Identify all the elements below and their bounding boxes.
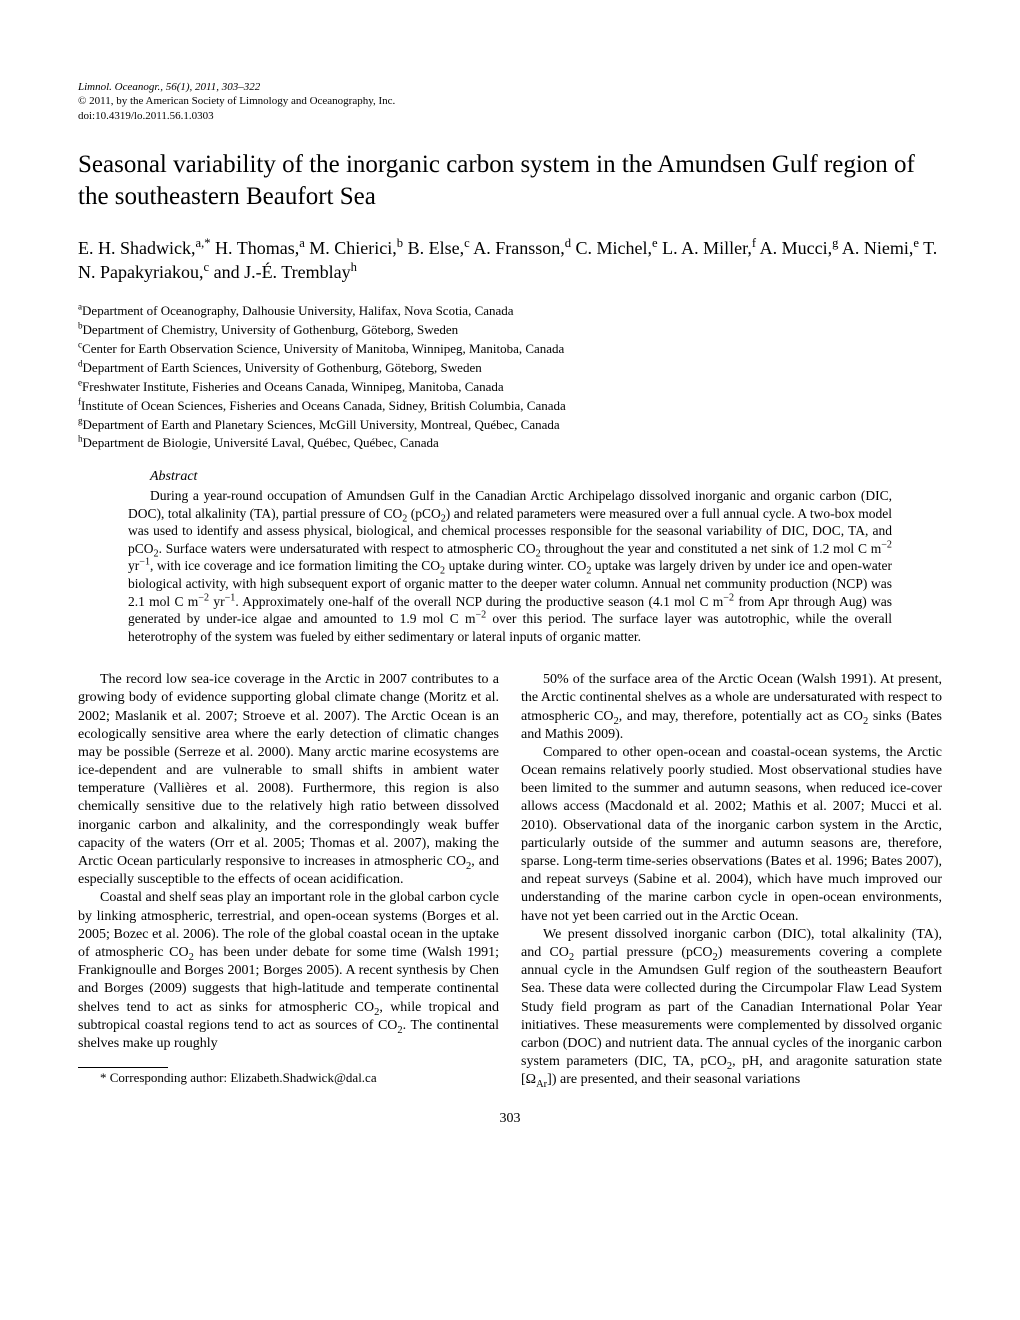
- affiliation: dDepartment of Earth Sciences, Universit…: [78, 359, 942, 378]
- affiliation: bDepartment of Chemistry, University of …: [78, 321, 942, 340]
- journal-citation: Limnol. Oceanogr., 56(1), 2011, 303–322: [78, 80, 942, 94]
- paper-title: Seasonal variability of the inorganic ca…: [78, 149, 942, 214]
- abstract-heading: Abstract: [128, 469, 892, 485]
- body-paragraph: Compared to other open-ocean and coastal…: [521, 744, 942, 926]
- author-list: E. H. Shadwick,a,* H. Thomas,a M. Chieri…: [78, 236, 942, 285]
- journal-doi: doi:10.4319/lo.2011.56.1.0303: [78, 109, 942, 123]
- left-column: The record low sea-ice coverage in the A…: [78, 671, 499, 1089]
- footnote-rule: [78, 1067, 168, 1068]
- affiliation: gDepartment of Earth and Planetary Scien…: [78, 416, 942, 435]
- page-number: 303: [78, 1111, 942, 1127]
- body-paragraph: We present dissolved inorganic carbon (D…: [521, 926, 942, 1090]
- left-column-paras: The record low sea-ice coverage in the A…: [78, 671, 499, 1053]
- corresponding-author-footnote: * Corresponding author: Elizabeth.Shadwi…: [78, 1070, 499, 1087]
- affiliation-list: aDepartment of Oceanography, Dalhousie U…: [78, 302, 942, 453]
- right-column: 50% of the surface area of the Arctic Oc…: [521, 671, 942, 1089]
- journal-copyright: © 2011, by the American Society of Limno…: [78, 94, 942, 108]
- journal-header: Limnol. Oceanogr., 56(1), 2011, 303–322 …: [78, 80, 942, 123]
- body-columns: The record low sea-ice coverage in the A…: [78, 671, 942, 1089]
- affiliation: cCenter for Earth Observation Science, U…: [78, 340, 942, 359]
- right-column-paras: 50% of the surface area of the Arctic Oc…: [521, 671, 942, 1089]
- affiliation: aDepartment of Oceanography, Dalhousie U…: [78, 302, 942, 321]
- body-paragraph: 50% of the surface area of the Arctic Oc…: [521, 671, 942, 744]
- affiliation: eFreshwater Institute, Fisheries and Oce…: [78, 378, 942, 397]
- body-paragraph: The record low sea-ice coverage in the A…: [78, 671, 499, 889]
- abstract-block: Abstract During a year-round occupation …: [128, 469, 892, 645]
- paper-page: Limnol. Oceanogr., 56(1), 2011, 303–322 …: [0, 0, 1020, 1167]
- affiliation: hDepartment de Biologie, Université Lava…: [78, 434, 942, 453]
- affiliation: fInstitute of Ocean Sciences, Fisheries …: [78, 397, 942, 416]
- body-paragraph: Coastal and shelf seas play an important…: [78, 889, 499, 1053]
- abstract-body: During a year-round occupation of Amunds…: [128, 487, 892, 645]
